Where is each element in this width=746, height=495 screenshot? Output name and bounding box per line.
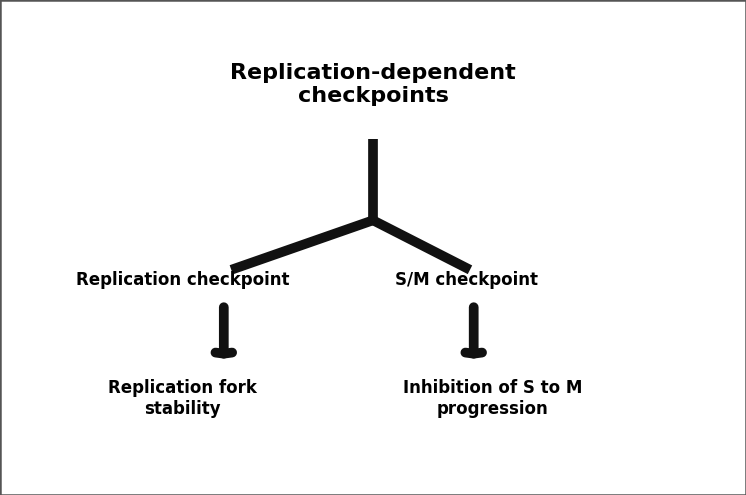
- Text: Replication fork
stability: Replication fork stability: [108, 379, 257, 418]
- Text: S/M checkpoint: S/M checkpoint: [395, 271, 538, 289]
- Text: Replication checkpoint: Replication checkpoint: [76, 271, 289, 289]
- Text: Replication-dependent
checkpoints: Replication-dependent checkpoints: [230, 62, 516, 106]
- Text: Inhibition of S to M
progression: Inhibition of S to M progression: [403, 379, 582, 418]
